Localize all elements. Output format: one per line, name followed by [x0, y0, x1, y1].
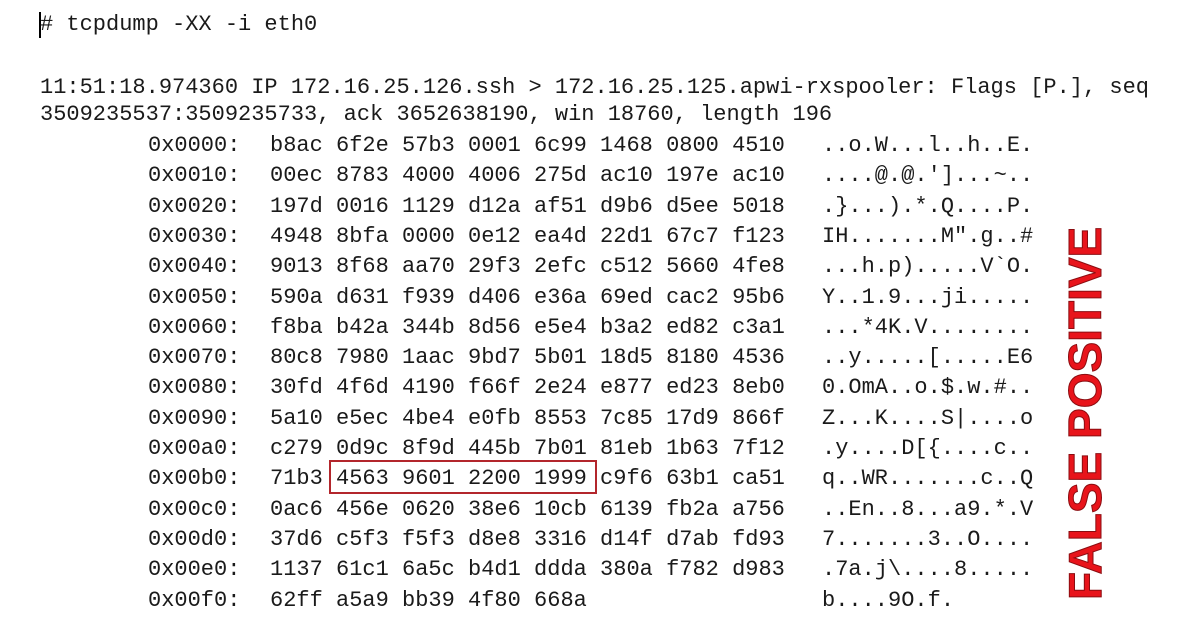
hex-offset: 0x00b0:: [148, 466, 241, 492]
ascii-text: ..y.....[.....E6: [822, 345, 1034, 371]
hex-bytes: 71b3 4563 9601 2200 1999 c9f6 63b1 ca51: [270, 466, 785, 492]
ascii-text: q..WR.......c..Q: [822, 466, 1034, 492]
ascii-text: Y..1.9...ji.....: [822, 284, 1034, 310]
hex-bytes: 0ac6 456e 0620 38e6 10cb 6139 fb2a a756: [270, 496, 785, 522]
hex-offset: 0x00d0:: [148, 526, 241, 552]
packet-header-line-1: 11:51:18.974360 IP 172.16.25.126.ssh > 1…: [40, 75, 1149, 100]
hex-bytes: 5a10 e5ec 4be4 e0fb 8553 7c85 17d9 866f: [270, 405, 785, 431]
ascii-text: ....@.@.']...~..: [822, 163, 1034, 189]
hex-offset: 0x0030:: [148, 223, 241, 249]
command-line: # tcpdump -XX -i eth0: [40, 12, 318, 37]
hex-offset: 0x0090:: [148, 405, 241, 431]
hex-offset: 0x0010:: [148, 163, 241, 189]
hex-offset: 0x0080:: [148, 375, 241, 401]
ascii-text: .}...).*.Q....P.: [822, 193, 1034, 219]
ascii-text: ..o.W...l..h..E.: [822, 133, 1034, 158]
hex-offset: 0x0020:: [148, 193, 241, 219]
highlight-box: [329, 460, 597, 494]
ascii-text: ...*4K.V........: [822, 314, 1034, 340]
hex-bytes: b8ac 6f2e 57b3 0001 6c99 1468 0800 4510: [270, 133, 785, 158]
ascii-text: ...h.p).....V`O.: [822, 254, 1034, 280]
hex-offset: 0x0000:: [148, 133, 241, 158]
hex-bytes: 197d 0016 1129 d12a af51 d9b6 d5ee 5018: [270, 193, 785, 219]
ascii-text: .7a.j\....8.....: [822, 557, 1034, 583]
hex-bytes: 37d6 c5f3 f5f3 d8e8 3316 d14f d7ab fd93: [270, 526, 785, 552]
hex-offset: 0x0050:: [148, 284, 241, 310]
hex-offset: 0x00c0:: [148, 496, 241, 522]
ascii-text: .y....D[{....c..: [822, 436, 1034, 461]
hex-bytes: 00ec 8783 4000 4006 275d ac10 197e ac10: [270, 163, 785, 189]
packet-header-line-2: 3509235537:3509235733, ack 3652638190, w…: [40, 102, 833, 127]
hex-bytes: f8ba b42a 344b 8d56 e5e4 b3a2 ed82 c3a1: [270, 314, 785, 340]
hex-offset: 0x00e0:: [148, 557, 241, 583]
hex-bytes: 590a d631 f939 d406 e36a 69ed cac2 95b6: [270, 284, 785, 310]
ascii-text: ..En..8...a9.*.V: [822, 496, 1034, 522]
ascii-text: Z...K....S|....o: [822, 405, 1034, 431]
hex-offset: 0x00f0:: [148, 587, 241, 613]
ascii-text: 0.OmA..o.$.w.#..: [822, 375, 1034, 401]
ascii-text: 7.......3..O....: [822, 526, 1034, 552]
hex-offset: 0x0060:: [148, 314, 241, 340]
false-positive-stamp: FALSE POSITIVE: [1059, 226, 1112, 600]
text-cursor: [39, 12, 41, 38]
hex-bytes: 9013 8f68 aa70 29f3 2efc c512 5660 4fe8: [270, 254, 785, 280]
hex-bytes: c279 0d9c 8f9d 445b 7b01 81eb 1b63 7f12: [270, 436, 785, 461]
hex-offset: 0x00a0:: [148, 436, 241, 461]
hex-bytes: 30fd 4f6d 4190 f66f 2e24 e877 ed23 8eb0: [270, 375, 785, 401]
ascii-text: b....9O.f.: [822, 587, 955, 613]
hex-bytes: 4948 8bfa 0000 0e12 ea4d 22d1 67c7 f123: [270, 223, 785, 249]
hex-bytes: 1137 61c1 6a5c b4d1 ddda 380a f782 d983: [270, 557, 785, 583]
hex-offset: 0x0070:: [148, 345, 241, 371]
hex-bytes: 62ff a5a9 bb39 4f80 668a: [270, 587, 587, 613]
hex-bytes: 80c8 7980 1aac 9bd7 5b01 18d5 8180 4536: [270, 345, 785, 371]
hex-offset: 0x0040:: [148, 254, 241, 280]
ascii-text: IH.......M".g..#: [822, 223, 1034, 249]
